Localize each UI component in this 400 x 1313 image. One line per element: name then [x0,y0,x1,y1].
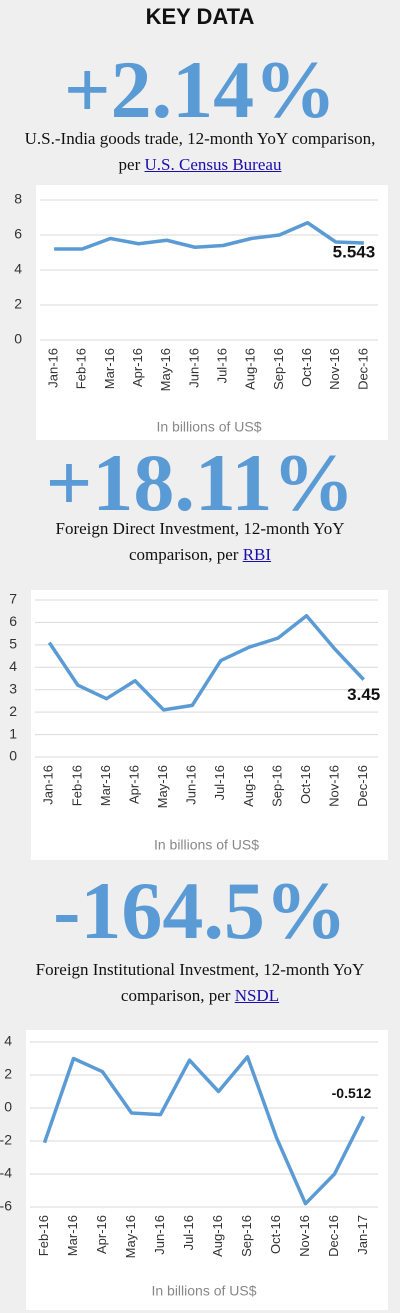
x-tick-label: May-16 [158,348,173,391]
x-tick-label: Dec-16 [355,348,370,390]
x-tick-label: Jun-16 [152,1215,167,1255]
subtitle: Foreign Direct Investment, 12-month YoY … [20,516,380,568]
y-tick-label: 7 [9,591,17,607]
y-tick-label: 5 [9,636,17,652]
y-tick-label: 2 [9,703,17,719]
data-label: 5.543 [333,242,376,261]
data-label: 3.45 [347,685,380,704]
x-tick-label: Oct-16 [299,348,314,387]
header: KEY DATA [145,4,255,29]
x-tick-label: Jul-16 [215,348,230,383]
subtitle: Foreign Institutional Investment, 12-mon… [20,957,380,1009]
x-tick-label: Aug-16 [243,348,258,390]
source-link[interactable]: RBI [242,545,272,564]
subtitle-text: Foreign Institutional Investment, 12-mon… [35,960,365,1005]
headline: +18.11% [45,437,355,528]
x-tick-label: Apr-16 [126,765,141,804]
x-tick-label: Jan-16 [46,348,61,388]
x-tick-label: Nov-16 [327,348,342,390]
x-tick-label: Dec-16 [355,765,370,807]
x-tick-label: May-16 [123,1215,138,1258]
y-tick-label: 4 [9,658,17,674]
y-tick-label: 4 [14,261,22,277]
data-line [47,613,365,712]
plot-background [31,590,388,860]
x-tick-label: Sep-16 [269,765,284,807]
x-axis-label: In billions of US$ [156,419,261,435]
headline: -164.5% [53,865,347,956]
x-tick-label: Jun-16 [186,348,201,388]
x-tick-label: Mar-16 [98,765,113,806]
subtitle-text: Foreign Direct Investment, 12-month YoY … [55,519,345,564]
y-tick-label: 3 [9,680,17,696]
y-tick-label: 2 [4,1066,12,1082]
x-tick-label: May-16 [155,765,170,808]
y-tick-label: 0 [9,748,17,764]
y-tick-label: 8 [14,191,22,207]
subtitle-text: U.S.-India goods trade, 12-month YoY com… [24,129,376,174]
plot-background [36,185,388,440]
x-tick-label: Oct-16 [298,765,313,804]
data-line [54,221,364,251]
y-tick-label: 2 [14,296,22,312]
x-tick-label: Aug-16 [210,1215,225,1257]
y-tick-label: 6 [9,613,17,629]
y-tick-label: 0 [14,331,22,347]
y-tick-label: -4 [0,1165,12,1181]
x-tick-label: Oct-16 [268,1215,283,1254]
y-tick-label: 0 [4,1099,12,1115]
x-tick-label: Sep-16 [239,1215,254,1257]
headline: +2.14% [63,44,337,135]
x-tick-label: Feb-16 [74,348,89,389]
x-tick-label: Mar-16 [65,1215,80,1256]
x-tick-label: Nov-16 [327,765,342,807]
x-tick-label: Jul-16 [212,765,227,800]
x-tick-label: Feb-16 [36,1215,51,1256]
chart: -6 -4 -2 0 2 4 Feb-16 Mar-16 Apr-16 May-16 Jun-16 J… [0,1030,388,1310]
y-tick-label: -6 [0,1198,12,1214]
x-tick-label: Jan-17 [355,1215,370,1255]
x-tick-label: Feb-16 [69,765,84,806]
x-axis-label: In billions of US$ [154,837,259,853]
data-line [42,1055,366,1206]
subtitle: U.S.-India goods trade, 12-month YoY com… [20,126,380,178]
x-axis-label: In billions of US$ [151,1283,256,1299]
x-tick-label: Apr-16 [130,348,145,387]
x-tick-label: Nov-16 [297,1215,312,1257]
x-tick-label: Aug-16 [241,765,256,807]
plot-background [26,1030,388,1310]
x-tick-label: Jun-16 [184,765,199,805]
x-tick-label: Dec-16 [326,1215,341,1257]
y-tick-label: 4 [4,1033,12,1049]
chart: 0 1 2 3 4 5 6 7 Jan-16 Feb-16 Mar-16 Apr-16 May-16 Ju… [9,590,388,860]
x-tick-label: Sep-16 [271,348,286,390]
y-tick-label: 1 [9,725,17,741]
y-tick-label: -2 [0,1132,12,1148]
data-label: -0.512 [332,1085,372,1101]
source-link[interactable]: U.S. Census Bureau [144,155,282,174]
x-tick-label: Mar-16 [102,348,117,389]
source-link[interactable]: NSDL [234,986,280,1005]
y-tick-label: 6 [14,226,22,242]
x-tick-label: Jan-16 [41,765,56,805]
chart: 0 2 4 6 8 Jan-16 Feb-16 Mar-16 Apr-16 May-16 Jun-1… [14,185,388,440]
x-tick-label: Jul-16 [181,1215,196,1250]
x-tick-label: Apr-16 [94,1215,109,1254]
